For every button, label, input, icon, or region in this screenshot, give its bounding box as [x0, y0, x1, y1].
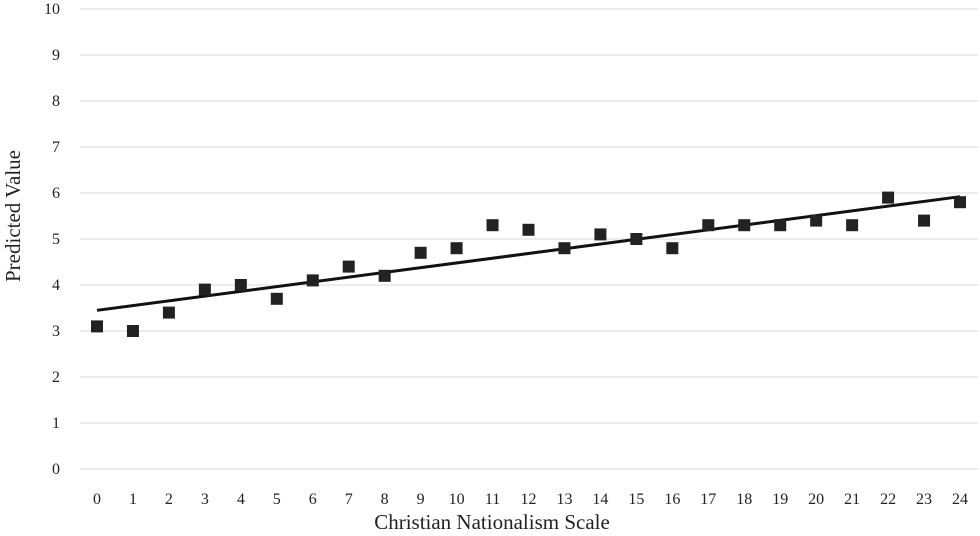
x-tick-label: 15 — [628, 491, 644, 508]
x-tick-label: 19 — [772, 491, 788, 508]
y-tick-label: 2 — [52, 369, 60, 386]
x-tick-label: 18 — [736, 491, 752, 508]
y-tick-label: 1 — [52, 415, 60, 432]
data-point — [234, 279, 247, 291]
x-tick-label: 20 — [808, 491, 824, 508]
y-axis-ticks: 0 1 2 3 4 5 6 7 8 9 10 — [44, 1, 60, 478]
data-point — [342, 260, 355, 273]
data-point — [378, 269, 391, 282]
x-tick-label: 21 — [844, 491, 860, 508]
x-tick-label: 23 — [916, 491, 932, 508]
data-point — [846, 219, 859, 232]
x-tick-label: 13 — [556, 491, 572, 508]
data-point — [630, 233, 643, 245]
y-tick-label: 3 — [52, 323, 60, 340]
data-point — [810, 214, 823, 227]
x-tick-label: 14 — [592, 491, 608, 508]
data-point — [666, 242, 679, 255]
x-axis-title: Christian Nationalism Scale — [374, 510, 610, 534]
x-tick-label: 5 — [273, 491, 281, 508]
x-tick-label: 16 — [664, 491, 680, 508]
x-tick-label: 4 — [237, 491, 245, 508]
data-point — [126, 325, 139, 337]
y-tick-label: 6 — [52, 185, 60, 202]
x-tick-label: 24 — [952, 491, 968, 508]
x-tick-label: 3 — [201, 491, 209, 508]
y-tick-label: 7 — [52, 139, 60, 156]
y-tick-label: 4 — [52, 277, 60, 294]
x-tick-label: 6 — [309, 491, 317, 508]
trendline — [96, 195, 961, 312]
data-point — [91, 320, 103, 333]
y-tick-label: 8 — [52, 93, 60, 110]
y-axis-title: Predicted Value — [1, 150, 25, 282]
x-tick-label: 1 — [129, 491, 137, 508]
x-tick-label: 10 — [449, 491, 465, 508]
data-point — [306, 274, 319, 287]
data-point — [774, 219, 787, 232]
data-point — [738, 219, 751, 232]
x-tick-label: 17 — [700, 491, 716, 508]
data-point — [594, 228, 607, 241]
x-tick-label: 8 — [381, 491, 389, 508]
data-point — [954, 196, 966, 209]
data-point — [558, 242, 571, 255]
y-tick-label: 5 — [52, 231, 60, 248]
y-tick-label: 10 — [44, 1, 60, 18]
data-point — [702, 219, 715, 232]
data-point — [882, 191, 895, 204]
x-tick-label: 12 — [521, 491, 537, 508]
x-tick-label: 0 — [93, 491, 101, 508]
data-point — [162, 306, 175, 319]
x-tick-label: 11 — [485, 491, 500, 508]
data-point — [486, 219, 499, 232]
data-point — [522, 223, 535, 236]
x-axis-ticks: 0 1 2 3 4 5 6 7 8 9 10 11 12 13 14 15 16 17 18 19 20 21 22 23 24 — [93, 491, 968, 508]
x-tick-label: 22 — [880, 491, 896, 508]
trendline-layer — [96, 195, 961, 312]
data-point — [450, 242, 463, 255]
data-points — [91, 191, 966, 337]
x-tick-label: 2 — [165, 491, 173, 508]
data-point — [270, 292, 283, 305]
data-point — [414, 246, 427, 259]
y-tick-label: 0 — [52, 461, 60, 478]
x-tick-label: 9 — [417, 491, 425, 508]
data-point — [918, 214, 931, 227]
y-tick-label: 9 — [52, 47, 60, 64]
data-point — [198, 283, 211, 296]
gridlines — [80, 8, 978, 470]
x-tick-label: 7 — [345, 491, 353, 508]
